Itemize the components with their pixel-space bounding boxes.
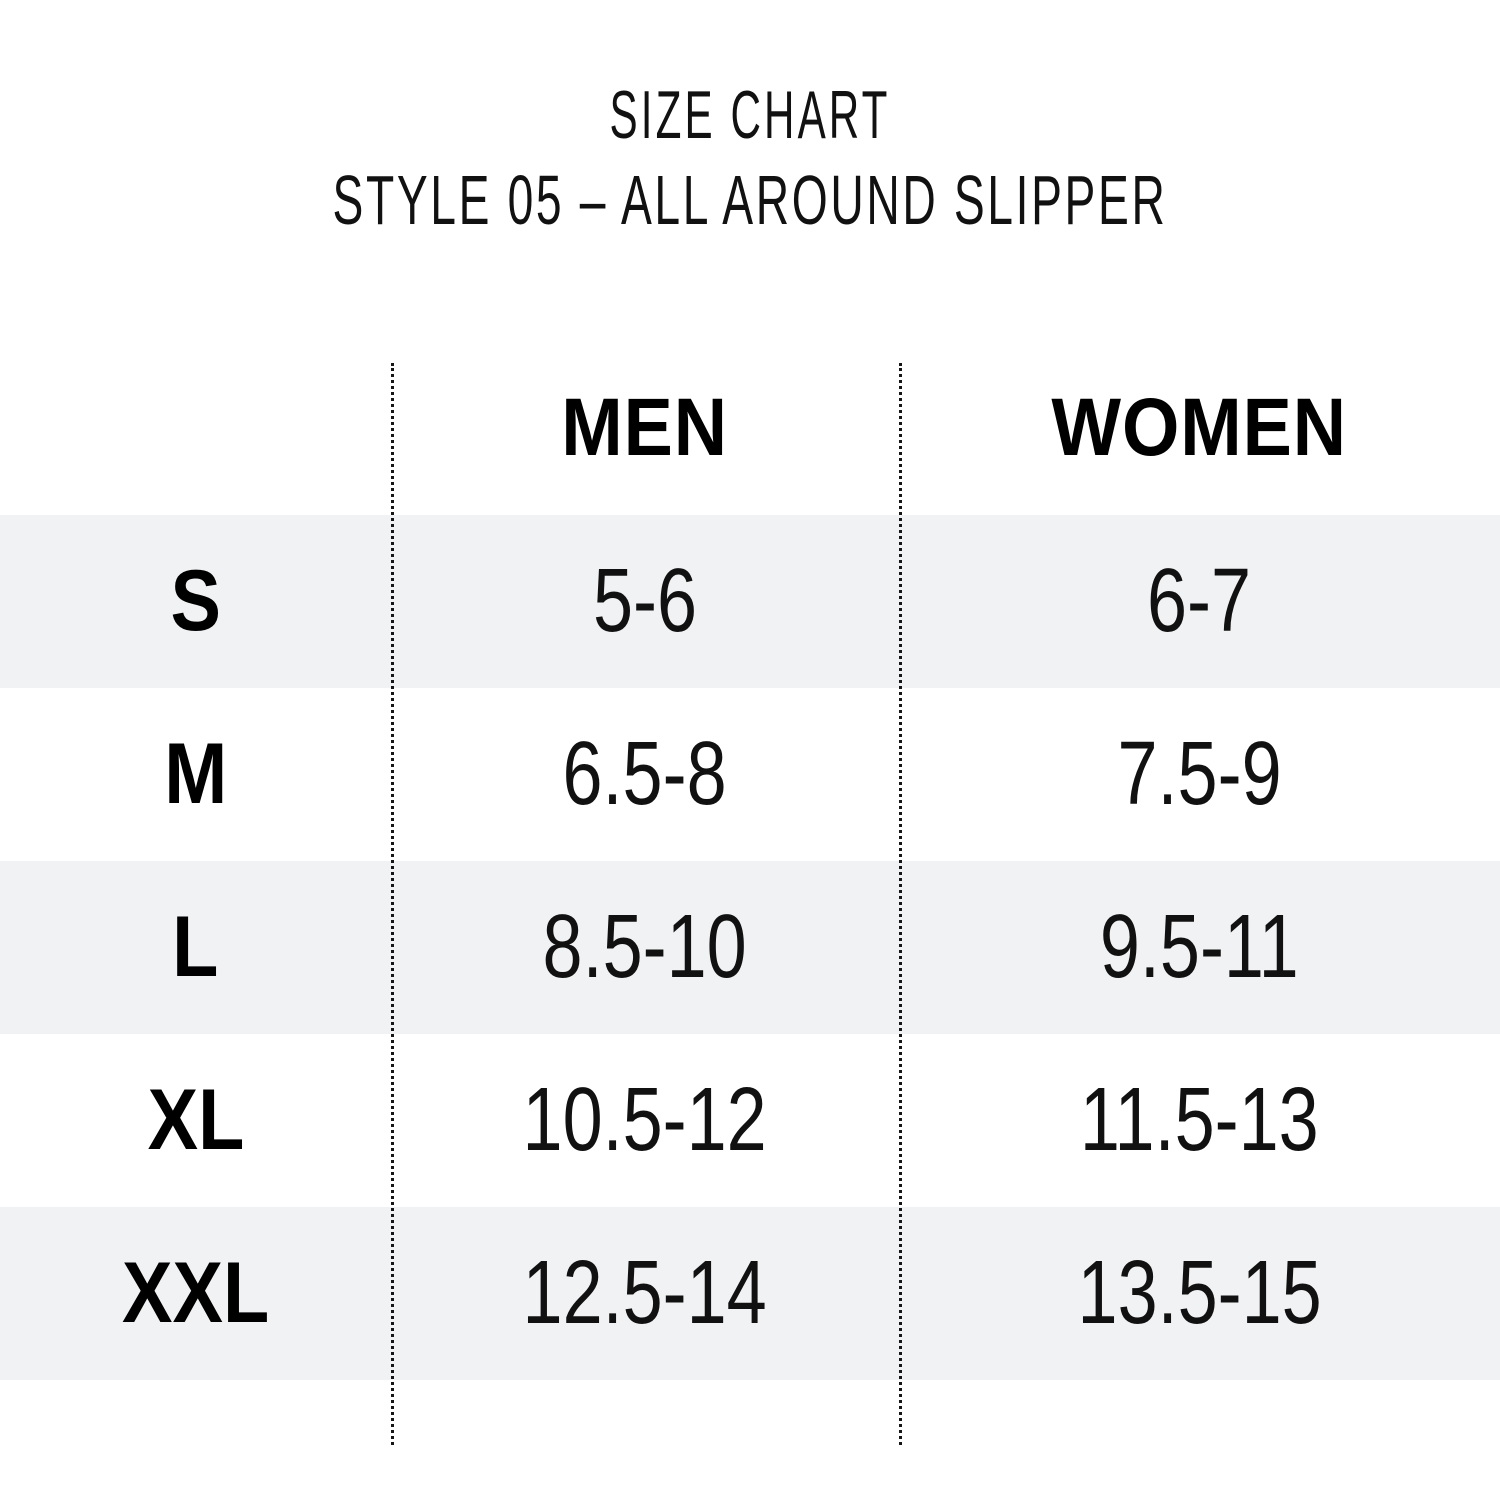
table-header-row: MEN WOMEN: [0, 340, 1500, 515]
header-label-women: WOMEN: [1051, 381, 1348, 473]
men-value: 10.5-12: [522, 1070, 768, 1170]
men-value: 8.5-10: [542, 897, 748, 997]
size-label: XXL: [121, 1245, 270, 1341]
row-cell-size: XL: [0, 1034, 391, 1207]
row-cell-size: XXL: [0, 1207, 391, 1380]
women-value: 11.5-13: [1080, 1070, 1319, 1170]
size-label: XL: [147, 1072, 244, 1168]
women-value: 6-7: [1147, 551, 1252, 651]
row-stripe-l: [0, 861, 1500, 1034]
table-row: M 6.5-8 7.5-9: [0, 688, 1500, 861]
men-value: 5-6: [592, 551, 698, 651]
header-cell-men: MEN: [391, 340, 899, 515]
row-stripe-s: [0, 515, 1500, 688]
header-cell-size: [0, 340, 391, 515]
header-cell-women: WOMEN: [899, 340, 1500, 515]
title-block: SIZE CHART STYLE 05 – ALL AROUND SLIPPER: [0, 78, 1500, 238]
table-row: L 8.5-10 9.5-11: [0, 861, 1500, 1034]
table-row: XXL 12.5-14 13.5-15: [0, 1207, 1500, 1380]
row-cell-men: 12.5-14: [391, 1207, 899, 1380]
page-title: SIZE CHART: [609, 77, 891, 153]
men-value: 12.5-14: [522, 1243, 768, 1343]
row-cell-men: 6.5-8: [391, 688, 899, 861]
women-value: 9.5-11: [1100, 897, 1299, 997]
table-row: XL 10.5-12 11.5-13: [0, 1034, 1500, 1207]
row-stripe-xxl: [0, 1207, 1500, 1380]
row-cell-size: L: [0, 861, 391, 1034]
row-cell-men: 5-6: [391, 515, 899, 688]
women-value: 13.5-15: [1077, 1243, 1322, 1343]
men-value: 6.5-8: [562, 724, 728, 824]
row-cell-size: M: [0, 688, 391, 861]
table-row: S 5-6 6-7: [0, 515, 1500, 688]
header-label-men: MEN: [561, 381, 729, 473]
size-label: S: [170, 553, 221, 649]
row-cell-women: 13.5-15: [899, 1207, 1500, 1380]
size-table: MEN WOMEN S 5-6 6-7: [0, 340, 1500, 1450]
page-subtitle: STYLE 05 – ALL AROUND SLIPPER: [332, 161, 1168, 239]
row-cell-women: 9.5-11: [899, 861, 1500, 1034]
row-cell-men: 10.5-12: [391, 1034, 899, 1207]
row-cell-size: S: [0, 515, 391, 688]
size-label: L: [172, 899, 219, 995]
rows-layer: MEN WOMEN S 5-6 6-7: [0, 340, 1500, 1450]
row-cell-men: 8.5-10: [391, 861, 899, 1034]
row-cell-women: 6-7: [899, 515, 1500, 688]
stripe-layer: [0, 340, 1500, 1450]
size-label: M: [163, 726, 228, 822]
women-value: 7.5-9: [1117, 724, 1282, 824]
row-cell-women: 7.5-9: [899, 688, 1500, 861]
row-cell-women: 11.5-13: [899, 1034, 1500, 1207]
